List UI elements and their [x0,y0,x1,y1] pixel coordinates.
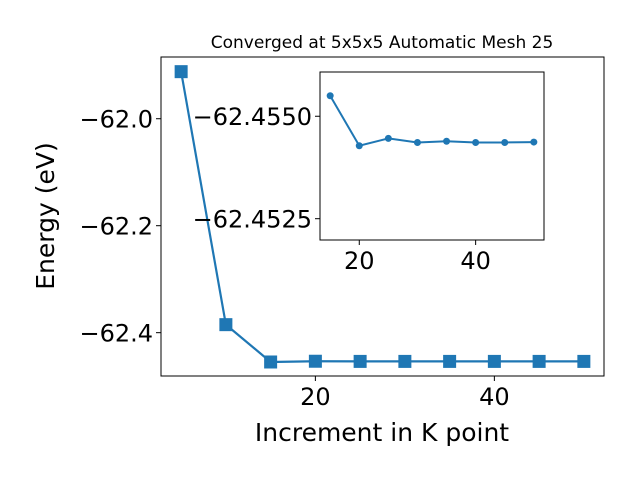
main-data-point-1 [219,318,233,332]
inset-data-point-3 [413,138,421,146]
inset-data-point-7 [530,138,538,146]
inset-data-point-1 [355,142,363,150]
main-data-point-4 [353,354,367,368]
main-data-point-8 [532,354,546,368]
inset-y-tick-label-1: −62.4550 [193,103,312,131]
main-x-tick-label-0: 20 [300,383,331,411]
main-data-point-3 [308,354,322,368]
inset-axes-frame [319,71,545,241]
inset-chart: 20 40 −62.4525 −62.4550 [193,71,545,275]
main-series-line [174,65,591,369]
inset-background [320,72,544,240]
main-chart: Converged at 5x5x5 Automatic Mesh 25 20 4… [31,33,605,447]
y-axis-label: Energy (eV) [31,142,60,289]
main-data-point-2 [264,355,278,369]
inset-series-polyline [329,95,534,147]
main-data-point-6 [443,354,457,368]
inset-series-line [326,92,538,150]
inset-data-point-0 [326,92,334,100]
main-y-tick-label-2: −62.0 [79,105,153,133]
main-data-point-7 [487,354,501,368]
inset-x-tick-label-1: 40 [460,247,491,275]
main-data-point-5 [398,354,412,368]
inset-data-point-4 [443,137,451,145]
inset-axes: 20 40 −62.4525 −62.4550 [193,71,545,275]
inset-y-tick-label-0: −62.4525 [193,205,312,233]
main-series-polyline [180,71,584,364]
main-axes-frame [160,56,605,377]
x-axis-label: Increment in K point [255,418,509,447]
inset-data-point-2 [384,134,392,142]
inset-x-tick-label-0: 20 [344,247,375,275]
main-x-tick-label-1: 40 [479,383,510,411]
main-y-tick-label-1: −62.2 [79,212,153,240]
main-y-tick-label-0: −62.4 [79,319,153,347]
main-data-point-0 [174,65,188,79]
chart-title: Converged at 5x5x5 Automatic Mesh 25 [211,33,554,53]
main-data-point-9 [577,354,591,368]
main-axes: 20 40 −62.4 −62.2 −62.0 [79,56,605,411]
inset-data-point-5 [472,138,480,146]
inset-data-point-6 [501,138,509,146]
